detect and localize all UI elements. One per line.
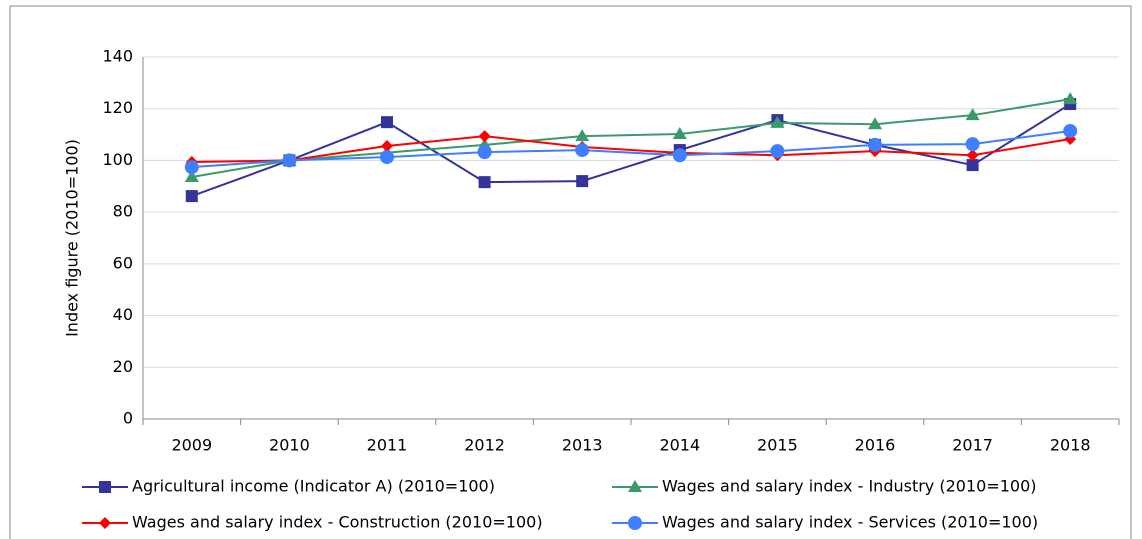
marker: [770, 144, 785, 159]
marker: [576, 175, 589, 188]
marker: [672, 148, 687, 163]
legend-label: Wages and salary index - Services (2010=…: [662, 513, 1038, 532]
marker: [478, 130, 491, 143]
x-tick-label: 2017: [952, 436, 993, 455]
legend-label: Agricultural income (Indicator A) (2010=…: [132, 477, 495, 496]
y-tick-label: 0: [123, 409, 133, 428]
marker: [380, 150, 394, 165]
x-tick-label: 2011: [367, 436, 408, 455]
marker: [575, 129, 590, 142]
marker: [282, 153, 297, 168]
legend-label: Wages and salary index - Industry (2010=…: [662, 477, 1037, 496]
marker: [99, 517, 111, 529]
y-tick-label: 80: [113, 202, 133, 221]
x-tick-label: 2012: [464, 436, 505, 455]
marker: [868, 117, 882, 130]
series-line: [191, 135, 1071, 163]
x-tick-label: 2018: [1050, 436, 1091, 455]
x-tick-label: 2010: [269, 436, 310, 455]
y-axis-label: Index figure (2010=100): [63, 139, 82, 337]
y-tick-label: 140: [102, 47, 133, 66]
x-tick-label: 2014: [659, 436, 700, 455]
legend-label: Wages and salary index - Construction (2…: [132, 513, 543, 532]
y-tick-label: 20: [113, 357, 133, 376]
marker: [965, 108, 980, 121]
y-tick-label: 100: [102, 150, 133, 169]
frame: [9, 5, 1132, 539]
series-line: [191, 129, 1071, 169]
marker: [575, 143, 590, 158]
marker: [966, 159, 979, 172]
x-tick-label: 2009: [171, 436, 212, 455]
marker: [478, 176, 491, 189]
marker: [966, 149, 979, 162]
y-tick-label: 40: [113, 305, 133, 324]
marker: [628, 516, 642, 530]
marker: [185, 190, 198, 203]
marker: [965, 137, 980, 152]
marker: [184, 169, 199, 182]
x-tick-label: 2015: [757, 436, 798, 455]
marker: [770, 115, 785, 128]
y-tick-label: 120: [102, 98, 133, 117]
x-tick-label: 2016: [855, 436, 896, 455]
marker: [184, 160, 199, 175]
y-tick-label: 60: [113, 253, 133, 272]
marker: [381, 139, 393, 152]
marker: [477, 145, 492, 160]
marker: [672, 127, 687, 140]
marker: [99, 481, 111, 493]
marker: [381, 116, 393, 129]
x-tick-label: 2013: [562, 436, 603, 455]
series-line: [191, 103, 1071, 198]
marker: [1063, 92, 1078, 105]
marker: [628, 480, 642, 492]
series-line: [191, 98, 1071, 178]
marker: [868, 137, 882, 152]
marker: [1063, 123, 1078, 138]
